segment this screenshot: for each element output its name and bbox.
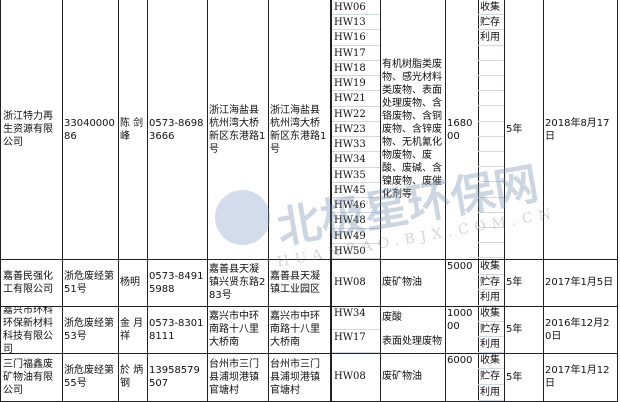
- waste-category-cell: 废矿物油: [380, 353, 446, 402]
- waste-category: 表面处理废物: [382, 335, 442, 347]
- waste-category: 废矿物油: [382, 371, 422, 382]
- waste-code: HW16: [332, 30, 380, 46]
- registered-address-cell: 浙江海盐县杭州湾大桥新区东港路1号: [207, 0, 269, 260]
- company-name-cell: 浙江特力再生资源有限公司: [0, 0, 63, 260]
- operation-mode: [478, 213, 504, 228]
- operating-address-cell: 浙江海盐县杭州湾大桥新区东港路1号: [268, 0, 331, 260]
- permit-term-cell: 5年: [504, 306, 544, 354]
- waste-code: HW45: [332, 183, 380, 199]
- operation-mode: 贮存: [478, 275, 504, 291]
- capacity-cell: 168000: [445, 0, 479, 260]
- operation-mode: 利用: [478, 385, 504, 401]
- operation-mode-cell: 收集 贮存 利用: [478, 0, 505, 260]
- operation-mode-cell: 收集 贮存 利用: [478, 259, 505, 307]
- contact-person-cell: 金 月祥: [118, 306, 148, 354]
- license-number-cell: 浙危废经第53号: [62, 306, 119, 354]
- registered-address-cell: 嘉善县天凝镇兴贤东路283号: [207, 259, 269, 307]
- company-name-cell: 嘉兴市环科环保新材料科技有限公司: [0, 306, 63, 354]
- phone-cell: 0573-86983666: [147, 0, 208, 260]
- operation-mode: 收集: [478, 0, 504, 16]
- waste-code-cell: HW06 HW13 HW16 HW17 HW18 HW19 HW21 HW22 HW23 HW33…: [330, 0, 381, 260]
- issue-date-cell: 2017年1月5日: [543, 259, 618, 307]
- operation-mode: [478, 61, 504, 76]
- operation-mode: [478, 106, 504, 122]
- phone-cell: 0573-84915988: [147, 259, 208, 307]
- operation-mode: 利用: [478, 30, 504, 46]
- waste-code: HW34: [332, 306, 380, 330]
- company-name-cell: 三门福鑫废矿物油有限公司: [0, 353, 63, 402]
- waste-code: HW18: [332, 61, 380, 77]
- capacity-cell: 100000: [445, 306, 479, 354]
- operation-mode: 利用: [478, 290, 504, 306]
- waste-code: HW19: [332, 76, 380, 92]
- phone-cell: 0573-83018111: [147, 306, 208, 354]
- contact-person-cell: 杨明: [118, 259, 148, 307]
- waste-code-cell: HW34 HW17: [330, 306, 381, 354]
- registered-address-cell: 嘉兴市中环南路十八里大桥南: [207, 306, 269, 354]
- waste-category: 废矿物油: [382, 277, 422, 288]
- permit-term-cell: 5年: [504, 259, 544, 307]
- permit-term-cell: 5年: [504, 353, 544, 402]
- permit-term-cell: 5年: [504, 0, 544, 260]
- waste-code: HW23: [332, 122, 380, 138]
- waste-category: 废酸: [382, 312, 402, 323]
- registered-address-cell: 台州市三门县浦坝港镇官塘村: [207, 353, 269, 402]
- operation-mode-cell: 收集 贮存 利用: [478, 306, 505, 354]
- waste-code: HW13: [332, 15, 380, 31]
- waste-code: HW06: [332, 0, 380, 16]
- waste-code-cell: HW08: [330, 259, 381, 307]
- waste-code: HW48: [332, 213, 380, 229]
- operation-mode: [478, 167, 504, 183]
- waste-code: HW50: [332, 244, 380, 259]
- operation-mode: 收集: [478, 353, 504, 369]
- issue-date-cell: 2016年12月20日: [543, 306, 618, 354]
- operation-mode: [478, 198, 504, 213]
- waste-code: HW34: [332, 152, 380, 168]
- waste-code: HW22: [332, 107, 380, 122]
- operation-mode: 贮存: [478, 369, 504, 385]
- license-number-cell: 3304000086: [62, 0, 119, 260]
- waste-code: HW35: [332, 168, 380, 183]
- waste-code: HW08: [334, 371, 366, 382]
- operating-address-cell: 台州市三门县浦坝港镇官塘村: [268, 353, 331, 402]
- capacity-cell: 5000: [445, 259, 479, 307]
- operating-address-cell: 嘉善县天凝镇工业园区: [268, 259, 331, 307]
- operation-mode: [478, 91, 504, 107]
- waste-category-cell: 废酸 表面处理废物: [380, 306, 446, 354]
- waste-category-cell: 有机树脂类废物、感光材料类废物、表面处理废物、含铬废物、含铜废物、含锌废物、无机…: [380, 0, 446, 260]
- license-number-cell: 浙危废经第51号: [62, 259, 119, 307]
- operation-mode: [478, 152, 504, 168]
- company-name-cell: 嘉善民强化工有限公司: [0, 259, 63, 307]
- operation-mode: [478, 243, 504, 259]
- capacity-cell: 6000: [445, 353, 479, 402]
- operation-mode: 收集: [478, 259, 504, 275]
- operation-mode: [478, 137, 504, 152]
- operation-mode: 利用: [478, 337, 504, 353]
- license-number-cell: 浙危废经第55号: [62, 353, 119, 402]
- waste-category-cell: 废矿物油: [380, 259, 446, 307]
- waste-code: HW17: [332, 46, 380, 61]
- operation-mode: [478, 122, 504, 137]
- contact-person-cell: 陈 剑峰: [118, 0, 148, 260]
- issue-date-cell: 2017年1月12日: [543, 353, 618, 402]
- contact-person-cell: 於 炳钢: [118, 353, 148, 402]
- operation-mode: [478, 76, 504, 92]
- waste-code: HW46: [332, 198, 380, 214]
- operation-mode: 贮存: [478, 15, 504, 31]
- operation-mode: 贮存: [478, 322, 504, 338]
- waste-code: HW21: [332, 91, 380, 107]
- operating-address-cell: 嘉兴市中环南路十八里大桥南: [268, 306, 331, 354]
- waste-code: HW08: [334, 277, 366, 288]
- waste-code: HW33: [332, 137, 380, 153]
- operation-mode: 收集: [478, 306, 504, 322]
- phone-cell: 13958579507: [147, 353, 208, 402]
- operation-mode-cell: 收集 贮存 利用: [478, 353, 505, 402]
- issue-date-cell: 2018年8月17日: [543, 0, 618, 260]
- waste-code-cell: HW08: [330, 353, 381, 402]
- operation-mode: [478, 182, 504, 198]
- operation-mode: [478, 46, 504, 61]
- waste-code: HW17: [332, 330, 380, 353]
- waste-code: HW49: [332, 229, 380, 244]
- operation-mode: [478, 228, 504, 244]
